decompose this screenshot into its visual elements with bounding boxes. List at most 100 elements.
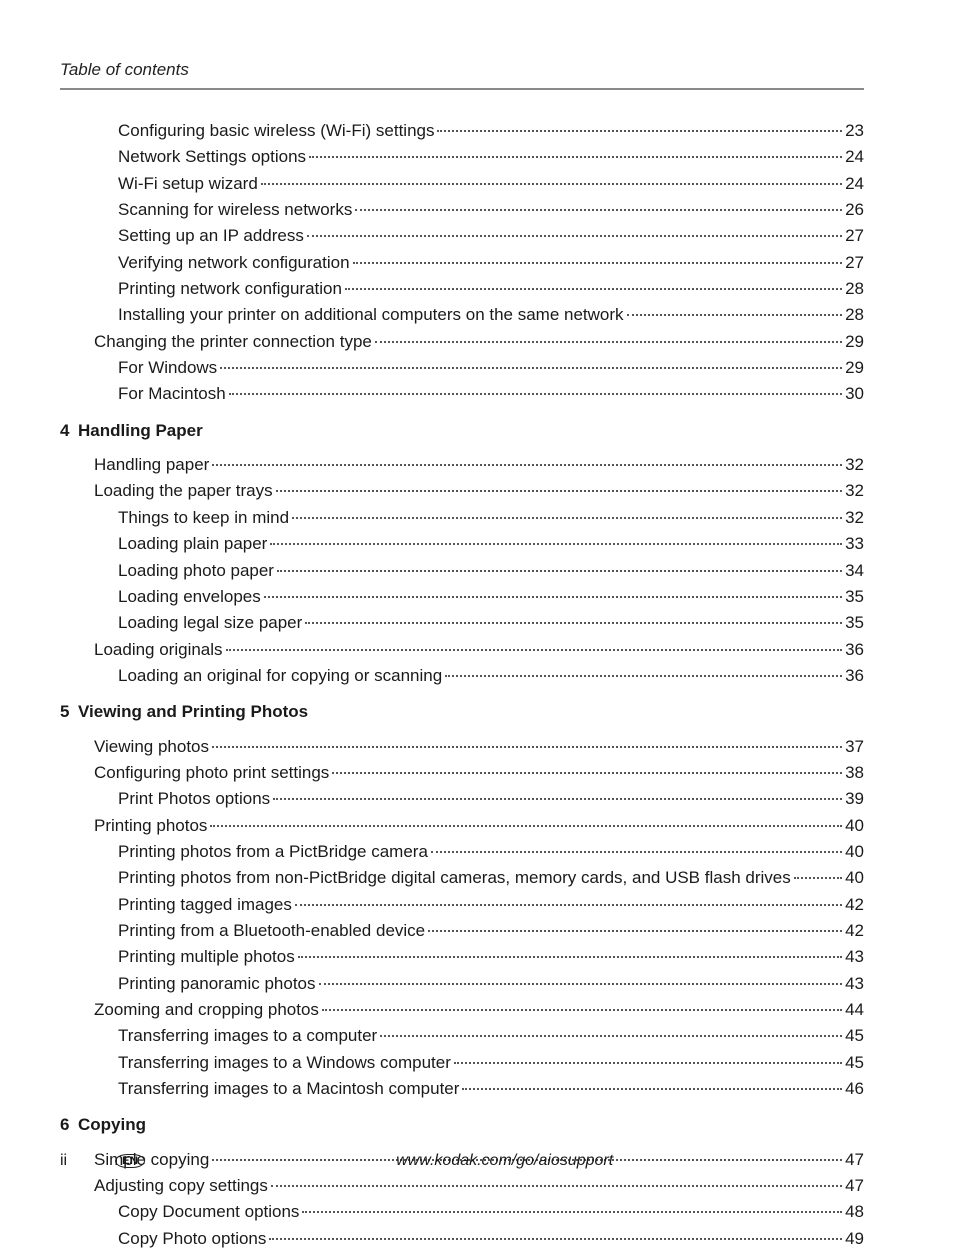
toc-entry-label: Adjusting copy settings bbox=[94, 1173, 268, 1199]
toc-entry-label: Loading the paper trays bbox=[94, 478, 273, 504]
toc-entry-label: Copy Document options bbox=[118, 1199, 299, 1225]
table-of-contents: Configuring basic wireless (Wi-Fi) setti… bbox=[60, 118, 864, 1252]
toc-entry-label: Loading photo paper bbox=[118, 558, 274, 584]
toc-entry-label: Installing your printer on additional co… bbox=[118, 302, 624, 328]
toc-entry-page: 40 bbox=[845, 865, 864, 891]
toc-leader-dots bbox=[332, 772, 842, 774]
toc-entry: Print Photos options39 bbox=[60, 786, 864, 812]
toc-entry-label: Loading originals bbox=[94, 637, 223, 663]
toc-entry-page: 49 bbox=[845, 1226, 864, 1252]
toc-leader-dots bbox=[794, 877, 842, 879]
toc-leader-dots bbox=[345, 288, 842, 290]
toc-entry-page: 36 bbox=[845, 663, 864, 689]
toc-entry-label: Transferring images to a Macintosh compu… bbox=[118, 1076, 459, 1102]
toc-leader-dots bbox=[298, 956, 842, 958]
language-badge: EN bbox=[115, 1154, 145, 1168]
toc-entry-page: 24 bbox=[845, 171, 864, 197]
toc-entry: Installing your printer on additional co… bbox=[60, 302, 864, 328]
toc-entry-page: 47 bbox=[845, 1173, 864, 1199]
toc-leader-dots bbox=[271, 1185, 842, 1187]
toc-entry-page: 40 bbox=[845, 813, 864, 839]
toc-entry: Setting up an IP address27 bbox=[60, 223, 864, 249]
toc-entry-label: Transferring images to a computer bbox=[118, 1023, 377, 1049]
toc-entry: Scanning for wireless networks 26 bbox=[60, 197, 864, 223]
toc-entry-label: Printing network configuration bbox=[118, 276, 342, 302]
section-number: 4 bbox=[60, 418, 78, 444]
toc-entry: Handling paper 32 bbox=[60, 452, 864, 478]
toc-leader-dots bbox=[322, 1009, 842, 1011]
footer-url: www.kodak.com/go/aiosupport bbox=[145, 1152, 864, 1170]
toc-entry-label: Changing the printer connection type bbox=[94, 329, 372, 355]
toc-entry-label: Loading an original for copying or scann… bbox=[118, 663, 442, 689]
toc-entry: Verifying network configuration27 bbox=[60, 250, 864, 276]
toc-entry-page: 29 bbox=[845, 329, 864, 355]
section-number: 6 bbox=[60, 1112, 78, 1138]
toc-entry-page: 48 bbox=[845, 1199, 864, 1225]
toc-entry: Copy Photo options 49 bbox=[60, 1226, 864, 1252]
toc-entry: Loading plain paper33 bbox=[60, 531, 864, 557]
toc-leader-dots bbox=[264, 596, 842, 598]
toc-entry: Printing panoramic photos43 bbox=[60, 971, 864, 997]
toc-entry-page: 32 bbox=[845, 452, 864, 478]
toc-entry-label: Printing from a Bluetooth-enabled device bbox=[118, 918, 425, 944]
section-number: 5 bbox=[60, 699, 78, 725]
toc-entry: Network Settings options 24 bbox=[60, 144, 864, 170]
toc-entry-page: 33 bbox=[845, 531, 864, 557]
toc-entry: Printing from a Bluetooth-enabled device… bbox=[60, 918, 864, 944]
toc-entry-label: Network Settings options bbox=[118, 144, 306, 170]
toc-entry-label: Printing photos from a PictBridge camera bbox=[118, 839, 428, 865]
toc-entry-page: 34 bbox=[845, 558, 864, 584]
toc-entry: Things to keep in mind32 bbox=[60, 505, 864, 531]
toc-entry-label: Handling paper bbox=[94, 452, 209, 478]
toc-leader-dots bbox=[353, 262, 843, 264]
toc-entry-page: 43 bbox=[845, 944, 864, 970]
toc-leader-dots bbox=[295, 904, 842, 906]
toc-entry-label: Transferring images to a Windows compute… bbox=[118, 1050, 451, 1076]
toc-entry: Loading originals 36 bbox=[60, 637, 864, 663]
toc-entry-label: Zooming and cropping photos bbox=[94, 997, 319, 1023]
toc-entry-label: Configuring basic wireless (Wi-Fi) setti… bbox=[118, 118, 434, 144]
toc-leader-dots bbox=[375, 341, 842, 343]
toc-entry: Loading legal size paper35 bbox=[60, 610, 864, 636]
page-number: ii bbox=[60, 1152, 67, 1170]
toc-entry-label: Printing photos from non-PictBridge digi… bbox=[118, 865, 791, 891]
toc-entry-page: 26 bbox=[845, 197, 864, 223]
toc-leader-dots bbox=[627, 314, 843, 316]
toc-leader-dots bbox=[276, 490, 842, 492]
section-heading: 4Handling Paper bbox=[60, 418, 864, 444]
toc-entry: Printing photos from a PictBridge camera… bbox=[60, 839, 864, 865]
toc-entry-page: 40 bbox=[845, 839, 864, 865]
toc-entry-label: Copy Photo options bbox=[118, 1226, 266, 1252]
toc-entry-label: Scanning for wireless networks bbox=[118, 197, 352, 223]
toc-entry-page: 27 bbox=[845, 250, 864, 276]
toc-entry-page: 42 bbox=[845, 892, 864, 918]
toc-entry: Transferring images to a Macintosh compu… bbox=[60, 1076, 864, 1102]
toc-entry-label: Printing tagged images bbox=[118, 892, 292, 918]
toc-entry: Loading an original for copying or scann… bbox=[60, 663, 864, 689]
toc-entry: Adjusting copy settings 47 bbox=[60, 1173, 864, 1199]
toc-entry-page: 32 bbox=[845, 478, 864, 504]
toc-leader-dots bbox=[307, 235, 842, 237]
toc-entry: Changing the printer connection type 29 bbox=[60, 329, 864, 355]
toc-entry: Zooming and cropping photos 44 bbox=[60, 997, 864, 1023]
toc-entry-label: Loading envelopes bbox=[118, 584, 261, 610]
toc-leader-dots bbox=[212, 464, 842, 466]
section-heading: 5Viewing and Printing Photos bbox=[60, 699, 864, 725]
section-title: Copying bbox=[78, 1115, 146, 1134]
toc-entry-page: 36 bbox=[845, 637, 864, 663]
toc-leader-dots bbox=[277, 570, 842, 572]
toc-entry-page: 30 bbox=[845, 381, 864, 407]
toc-entry-page: 37 bbox=[845, 734, 864, 760]
toc-entry-page: 44 bbox=[845, 997, 864, 1023]
toc-entry-page: 45 bbox=[845, 1050, 864, 1076]
toc-entry-label: Printing multiple photos bbox=[118, 944, 295, 970]
toc-entry-label: For Macintosh bbox=[118, 381, 226, 407]
toc-entry-label: Setting up an IP address bbox=[118, 223, 304, 249]
toc-leader-dots bbox=[292, 517, 842, 519]
toc-entry-page: 35 bbox=[845, 584, 864, 610]
toc-leader-dots bbox=[270, 543, 842, 545]
toc-entry-page: 24 bbox=[845, 144, 864, 170]
toc-leader-dots bbox=[428, 930, 842, 932]
toc-entry: Loading the paper trays 32 bbox=[60, 478, 864, 504]
toc-leader-dots bbox=[319, 983, 843, 985]
